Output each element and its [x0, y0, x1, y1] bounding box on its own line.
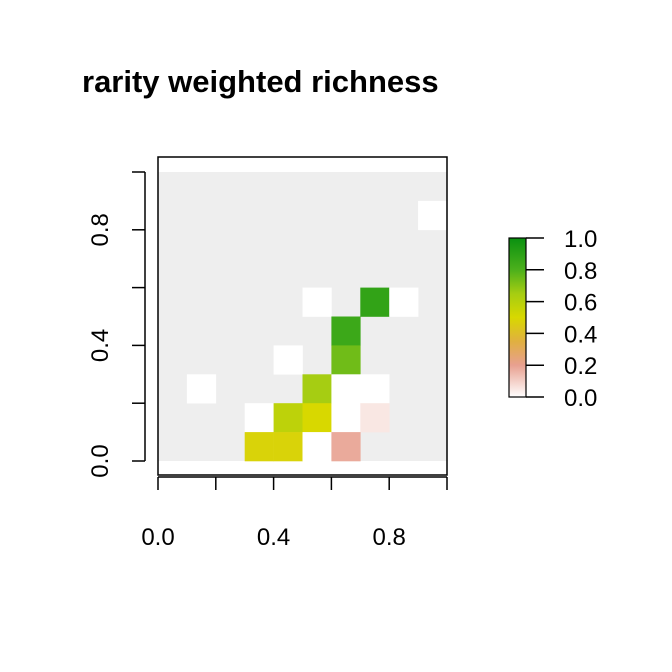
heatmap-cell [418, 200, 448, 231]
legend-tick-label: 0.8 [564, 258, 597, 285]
heatmap-cell [331, 316, 361, 346]
y-tick-label: 0.0 [87, 444, 114, 477]
heatmap-cell [331, 432, 361, 462]
plot-frame [157, 156, 448, 476]
heatmap-cell [244, 403, 274, 433]
heatmap-cell [273, 403, 303, 433]
heatmap-cell [302, 287, 332, 317]
heatmap-cells [158, 172, 448, 462]
heatmap-cell [302, 374, 332, 404]
heatmap-cell [273, 432, 303, 462]
x-axis: 0.0 0.4 0.8 [141, 476, 448, 551]
legend-tick-label: 0.2 [564, 353, 597, 380]
heatmap-cell [273, 345, 303, 375]
x-tick-label: 0.4 [257, 524, 290, 551]
heatmap-cell [360, 403, 390, 433]
y-tick-label: 0.4 [87, 329, 114, 362]
heatmap-cell [389, 287, 419, 317]
x-tick-label: 0.8 [373, 524, 406, 551]
heatmap-cell [331, 345, 361, 375]
heatmap-cell [244, 432, 274, 462]
y-axis: 0.0 0.4 0.8 [87, 171, 146, 478]
legend-tick-label: 0.4 [564, 321, 597, 348]
y-tick-label: 0.8 [87, 213, 114, 246]
color-legend: 0.0 0.2 0.4 0.6 0.8 1.0 [508, 226, 597, 412]
heatmap-cell [360, 287, 390, 317]
legend-tick-label: 1.0 [564, 226, 597, 253]
legend-color-bar [508, 237, 527, 398]
chart-title: rarity weighted richness [82, 64, 439, 99]
legend-tick-label: 0.6 [564, 290, 597, 317]
heatmap-cell [302, 403, 332, 433]
heatmap-cell [302, 432, 332, 462]
heatmap-cell [331, 403, 361, 433]
heatmap-cell [186, 374, 217, 404]
heatmap-cell [360, 374, 390, 404]
heatmap-cell [331, 374, 361, 404]
legend-tick-label: 0.0 [564, 385, 597, 412]
x-tick-label: 0.0 [141, 524, 174, 551]
